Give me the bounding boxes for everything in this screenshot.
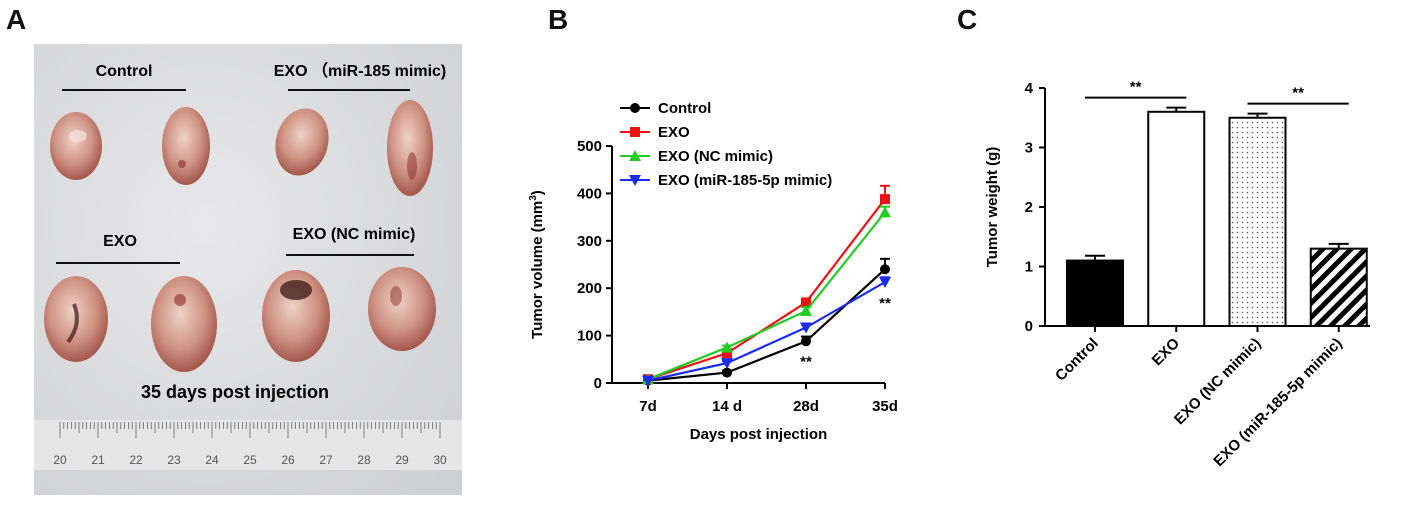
c-bars: ** ** bbox=[1066, 79, 1368, 327]
b-y-tick-label: 400 bbox=[577, 185, 602, 202]
b-x-tick-label: 7d bbox=[639, 398, 657, 415]
b-x-tick-label: 35d bbox=[872, 398, 898, 415]
b-point-0 bbox=[722, 367, 732, 378]
ruler-label: 20 bbox=[53, 453, 67, 467]
b-legend-marker bbox=[630, 127, 640, 137]
b-point-0 bbox=[801, 336, 811, 347]
b-legend-marker bbox=[630, 103, 640, 113]
c-x-tick-label: Control bbox=[1052, 335, 1102, 385]
c-significance-label: ** bbox=[1292, 85, 1304, 102]
b-y-tick-label: 200 bbox=[577, 280, 602, 297]
ruler-label: 29 bbox=[395, 453, 409, 467]
tumor-exo-nc-2 bbox=[368, 267, 436, 351]
caption-days: 35 days post injection bbox=[141, 382, 329, 402]
b-point-1 bbox=[880, 194, 890, 205]
b-legend: Control EXO EXO (NC mimic) EXO (miR-185-5p … bbox=[620, 100, 832, 189]
b-series-line-1 bbox=[647, 198, 886, 381]
b-point-1 bbox=[801, 297, 811, 308]
label-exo-mir185: EXO （miR-185 mimic) bbox=[274, 62, 447, 80]
ruler-label: 23 bbox=[167, 453, 181, 467]
c-y-tick-label: 0 bbox=[1025, 318, 1033, 335]
panel-label-a: A bbox=[6, 4, 27, 35]
b-x-axis-label: Days post injection bbox=[690, 426, 828, 443]
c-y-tick-label: 1 bbox=[1025, 259, 1033, 276]
panel-label-c: C bbox=[957, 4, 978, 35]
ruler-label: 22 bbox=[129, 453, 143, 467]
b-series-line-2 bbox=[647, 211, 886, 381]
c-x-tick-label: EXO bbox=[1149, 335, 1184, 370]
c-bar bbox=[1066, 259, 1124, 327]
c-bar bbox=[1309, 247, 1368, 327]
b-significance-label: ** bbox=[800, 353, 812, 370]
b-point-3 bbox=[721, 358, 733, 370]
tumor-control-1 bbox=[50, 112, 102, 180]
ruler-label: 21 bbox=[91, 453, 105, 467]
b-legend-label: Control bbox=[658, 100, 711, 117]
b-point-2 bbox=[721, 341, 733, 353]
c-bar bbox=[1147, 110, 1206, 327]
b-series: ** ** bbox=[642, 184, 891, 387]
tumor-exo-1 bbox=[44, 276, 108, 362]
b-legend-label: EXO (miR-185-5p mimic) bbox=[658, 172, 832, 189]
c-y-axis-label: Tumor weight (g) bbox=[984, 147, 1001, 268]
b-legend-marker bbox=[629, 175, 641, 186]
c-y-tick-label: 4 bbox=[1025, 80, 1034, 97]
b-point-3 bbox=[642, 375, 654, 387]
ruler-label: 27 bbox=[319, 453, 333, 467]
label-exo-nc: EXO (NC mimic) bbox=[293, 226, 416, 243]
b-significance-label: ** bbox=[879, 295, 891, 312]
b-point-3 bbox=[879, 277, 891, 289]
label-exo: EXO bbox=[103, 233, 137, 250]
tumor-exo-2 bbox=[151, 276, 217, 372]
b-point-3 bbox=[800, 322, 812, 334]
ruler-label: 28 bbox=[357, 453, 371, 467]
b-y-axis-label: Tumor volume (mm3) bbox=[528, 190, 546, 339]
c-y-tick-label: 3 bbox=[1025, 140, 1033, 157]
label-control: Control bbox=[96, 63, 153, 80]
ruler-label: 24 bbox=[205, 453, 219, 467]
tumor-exo-mir185-2 bbox=[387, 100, 433, 196]
b-legend-label: EXO (NC mimic) bbox=[658, 148, 773, 165]
b-legend-marker bbox=[629, 150, 641, 161]
ruler-label: 26 bbox=[281, 453, 295, 467]
b-y-tick-label: 500 bbox=[577, 138, 602, 155]
b-axes: 0 100 200 300 400 500 7d 14 d 28d 35d Days post in… bbox=[528, 138, 898, 443]
tumor-volume-chart: 0 100 200 300 400 500 7d 14 d 28d 35d Days post in… bbox=[528, 100, 898, 443]
c-x-tick-label: EXO (NC mimic) bbox=[1171, 335, 1264, 428]
ruler-label: 25 bbox=[243, 453, 257, 467]
b-point-1 bbox=[722, 348, 732, 359]
ruler: 20 21 22 23 24 25 26 27 28 29 30 bbox=[34, 420, 462, 470]
b-y-tick-label: 300 bbox=[577, 233, 602, 250]
b-legend-label: EXO bbox=[658, 124, 690, 141]
b-x-tick-label: 14 d bbox=[712, 398, 742, 415]
panel-label-b: B bbox=[548, 4, 569, 35]
tumor-exo-nc-1 bbox=[262, 270, 330, 362]
c-y-tick-label: 2 bbox=[1025, 199, 1033, 216]
b-point-2 bbox=[879, 206, 891, 218]
c-bar bbox=[1228, 116, 1287, 327]
b-point-2 bbox=[800, 304, 812, 316]
b-point-0 bbox=[880, 264, 890, 275]
c-significance-label: ** bbox=[1130, 79, 1142, 96]
b-y-tick-label: 0 bbox=[594, 375, 602, 392]
b-x-tick-label: 28d bbox=[793, 398, 819, 415]
b-y-tick-label: 100 bbox=[577, 328, 602, 345]
b-series-line-3 bbox=[647, 281, 886, 382]
tumor-exo-mir185-1 bbox=[275, 108, 329, 176]
ruler-label: 30 bbox=[433, 453, 447, 467]
tumor-control-2 bbox=[162, 107, 210, 185]
tumor-photo: Control EXO （miR-185 mimic) EXO EXO (NC … bbox=[34, 44, 462, 495]
